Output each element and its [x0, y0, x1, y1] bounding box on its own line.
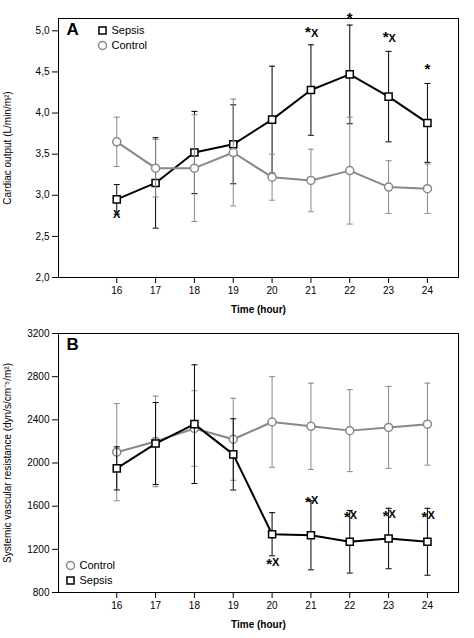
svg-text:4,5: 4,5: [36, 66, 50, 77]
svg-text:2800: 2800: [27, 371, 50, 382]
svg-text:X: X: [389, 32, 397, 44]
svg-text:16: 16: [111, 285, 123, 296]
svg-text:2,5: 2,5: [36, 231, 50, 242]
svg-text:X: X: [389, 508, 397, 520]
svg-text:Control: Control: [112, 39, 147, 51]
svg-text:*: *: [425, 60, 431, 77]
svg-text:Control: Control: [80, 559, 115, 571]
svg-text:18: 18: [189, 600, 201, 611]
svg-text:2,0: 2,0: [36, 272, 50, 283]
svg-text:A: A: [67, 20, 79, 39]
svg-text:5,0: 5,0: [36, 25, 50, 36]
svg-text:1200: 1200: [27, 544, 50, 555]
svg-text:*: *: [347, 9, 353, 26]
svg-text:19: 19: [228, 600, 240, 611]
svg-text:18: 18: [189, 285, 201, 296]
svg-text:X: X: [113, 208, 121, 220]
svg-text:4,0: 4,0: [36, 107, 50, 118]
svg-text:24: 24: [422, 285, 434, 296]
svg-text:2400: 2400: [27, 414, 50, 425]
svg-text:X: X: [311, 494, 319, 506]
svg-text:20: 20: [267, 600, 279, 611]
svg-text:Time (hour): Time (hour): [231, 304, 286, 315]
svg-text:X: X: [427, 509, 435, 521]
svg-text:22: 22: [344, 600, 356, 611]
svg-text:Sepsis: Sepsis: [80, 574, 114, 586]
svg-text:Sepsis: Sepsis: [112, 24, 146, 36]
svg-text:Time (hour): Time (hour): [231, 619, 286, 630]
svg-text:17: 17: [150, 600, 162, 611]
svg-text:2000: 2000: [27, 457, 50, 468]
svg-text:17: 17: [150, 285, 162, 296]
svg-text:19: 19: [228, 285, 240, 296]
svg-text:21: 21: [305, 600, 317, 611]
svg-text:22: 22: [344, 285, 356, 296]
svg-text:800: 800: [33, 587, 50, 598]
svg-text:X: X: [311, 27, 319, 39]
svg-text:23: 23: [383, 285, 395, 296]
svg-text:23: 23: [383, 600, 395, 611]
svg-text:1600: 1600: [27, 500, 50, 511]
svg-text:3200: 3200: [27, 328, 50, 339]
svg-text:B: B: [67, 335, 79, 354]
svg-text:X: X: [350, 509, 358, 521]
svg-text:16: 16: [111, 600, 123, 611]
svg-text:24: 24: [422, 600, 434, 611]
svg-text:Systemic vascular resistance (: Systemic vascular resistance (dyn/s/cm⁻⁵…: [2, 363, 13, 563]
svg-text:3,5: 3,5: [36, 148, 50, 159]
svg-text:21: 21: [305, 285, 317, 296]
svg-text:20: 20: [267, 285, 279, 296]
svg-text:X: X: [272, 556, 280, 568]
svg-text:Cardiac output (L/min/m²): Cardiac output (L/min/m²): [2, 91, 13, 204]
svg-text:3,0: 3,0: [36, 189, 50, 200]
